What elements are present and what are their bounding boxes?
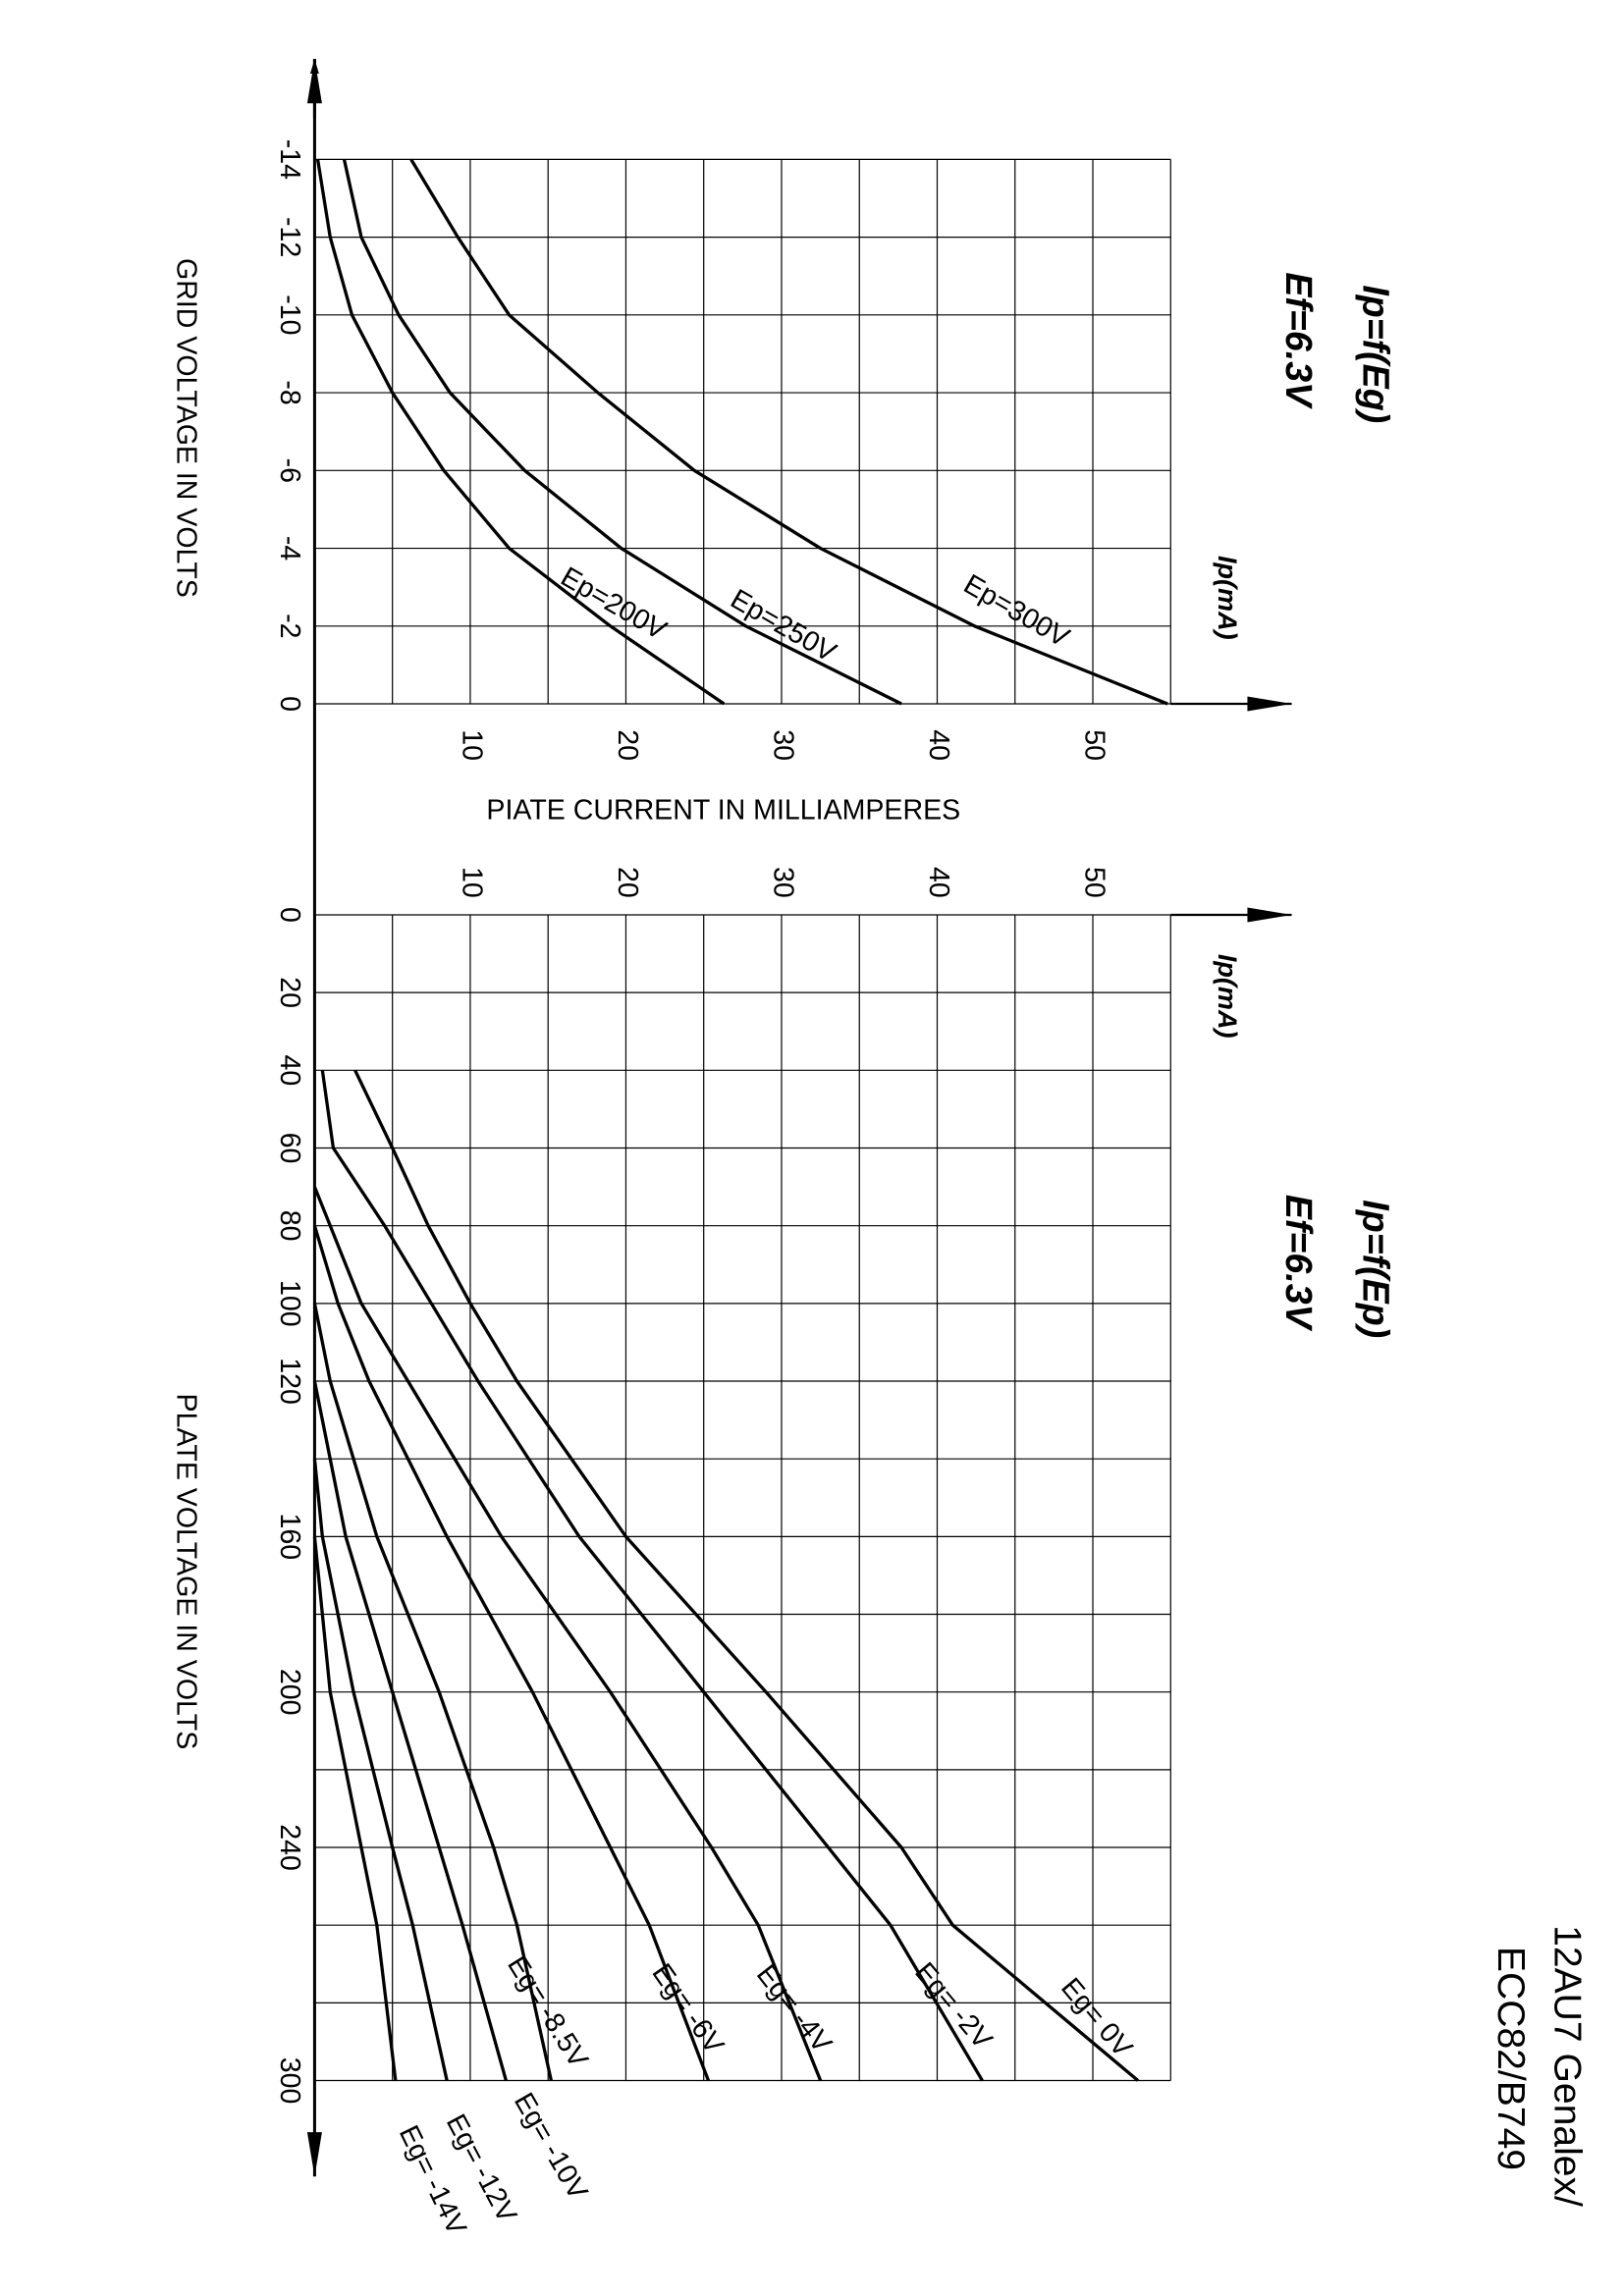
x-tick-label: -2 xyxy=(274,614,305,638)
x-tick-label: 100 xyxy=(274,1280,305,1327)
curve-label: Eg= -2V xyxy=(908,1956,998,2055)
x-tick-label: -4 xyxy=(274,536,305,561)
curve xyxy=(320,1070,984,2082)
curve xyxy=(312,1536,398,2081)
x-tick-label: 0 xyxy=(274,696,305,712)
x-tick-label: 40 xyxy=(274,1054,305,1086)
x-tick-label: 120 xyxy=(274,1358,305,1405)
value-axis-label: Ip(mA) xyxy=(1213,556,1242,640)
y-tick-label: 20 xyxy=(612,867,643,898)
y-tick-label: 40 xyxy=(923,867,954,898)
curve xyxy=(342,158,902,706)
x-tick-label: 60 xyxy=(274,1133,305,1164)
y-tick-label: 10 xyxy=(456,867,487,898)
curve-label: Eg= 0V xyxy=(1055,1972,1138,2063)
curve-label: Eg= -6V xyxy=(645,1958,730,2060)
curve xyxy=(312,1459,449,2081)
axis-title: GRID VOLTAGE IN VOLTS xyxy=(171,258,202,598)
header-line: 12AU7 Genalex/ xyxy=(1545,1925,1588,2207)
curve xyxy=(312,1186,823,2082)
header-line: ECC82/B749 xyxy=(1489,1947,1532,2170)
x-tick-label: -12 xyxy=(274,217,305,257)
y-tick-label: 10 xyxy=(456,729,487,761)
chart-title: Ip=f(Eg) xyxy=(1355,285,1396,423)
x-tick-label: -14 xyxy=(274,139,305,180)
x-tick-label: 0 xyxy=(274,907,305,923)
arrowheads xyxy=(306,59,1292,2177)
y-tick-label: 30 xyxy=(767,867,798,898)
chart-subtitle: Ef=6.3V xyxy=(1278,1195,1320,1332)
curve xyxy=(409,158,1168,706)
value-axis-label: Ip(mA) xyxy=(1213,954,1242,1039)
axis-title: PLATE VOLTAGE IN VOLTS xyxy=(171,1394,202,1750)
x-tick-label: 80 xyxy=(274,1210,305,1242)
x-tick-label: 300 xyxy=(274,2057,305,2105)
curve-label: Ep=300V xyxy=(958,568,1074,654)
curve xyxy=(353,1069,1140,2082)
y-tick-label: 50 xyxy=(1078,729,1110,761)
chart-subtitle: Ef=6.3V xyxy=(1278,272,1320,409)
curve xyxy=(312,1380,508,2081)
y-tick-label: 30 xyxy=(767,729,798,761)
y-tick-label: 20 xyxy=(612,729,643,761)
curve-label: Ep=200V xyxy=(556,561,672,647)
y-tick-label: 50 xyxy=(1078,867,1110,898)
curve xyxy=(312,1225,711,2082)
x-axis-title: PIATE CURRENT IN MILLIAMPERES xyxy=(486,794,960,826)
y-tick-label: 40 xyxy=(923,729,954,761)
x-tick-label: 160 xyxy=(274,1514,305,1561)
x-tick-label: -10 xyxy=(274,294,305,335)
x-tick-label: -6 xyxy=(274,458,305,483)
curve xyxy=(312,1303,553,2081)
curve-label: Eg= -10V xyxy=(508,2088,594,2206)
chart-title: Ip=f(Ep) xyxy=(1355,1200,1396,1338)
x-tick-label: -8 xyxy=(274,380,305,404)
curve-label: Eg= -4V xyxy=(750,1959,838,2059)
x-tick-label: 240 xyxy=(274,1824,305,1871)
curve xyxy=(315,159,726,706)
x-tick-label: 200 xyxy=(274,1669,305,1716)
x-tick-label: 20 xyxy=(274,977,305,1008)
